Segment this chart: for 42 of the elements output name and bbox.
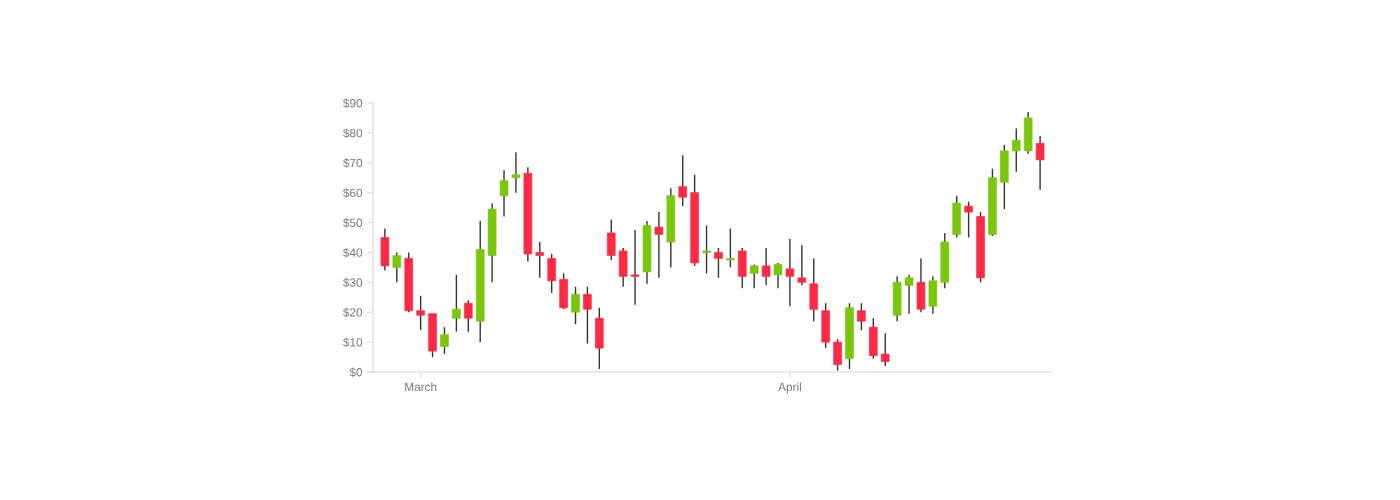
candlestick [797, 244, 807, 287]
y-tick-label: $60 [343, 188, 363, 198]
candlestick [761, 247, 771, 287]
y-tick-label: $40 [343, 247, 363, 258]
y-tick-label: $70 [343, 158, 363, 168]
candlestick [904, 274, 914, 315]
candlestick [535, 241, 545, 279]
y-tick-label: $50 [343, 218, 363, 228]
candlestick [499, 169, 509, 218]
y-tick-label: $80 [343, 128, 363, 138]
candlestick [571, 286, 580, 325]
candlestick [630, 229, 640, 306]
candlestick [606, 218, 616, 261]
candlestick [440, 326, 449, 355]
candlestick [392, 251, 402, 284]
x-tick-label: March [405, 382, 437, 392]
candlestick [452, 274, 461, 333]
x-tick-label: April [778, 382, 801, 394]
candlestick [749, 263, 759, 290]
candlestick [726, 227, 735, 269]
candlestick [678, 154, 687, 207]
candlestick [416, 295, 425, 331]
y-tick-label: $90 [343, 98, 363, 109]
candlestick [654, 211, 664, 279]
y-tick-label: $10 [343, 337, 363, 348]
candlestick [964, 200, 973, 239]
candlestick [1035, 135, 1045, 191]
candlestick [583, 286, 592, 345]
candlestick [464, 299, 473, 333]
candlestick [857, 302, 866, 331]
candlestick [702, 224, 711, 275]
y-tick-label: $20 [343, 307, 363, 318]
candlestick [1011, 127, 1021, 173]
candlestick [511, 151, 521, 194]
candlestick [833, 338, 842, 372]
candlestick [714, 247, 723, 279]
candlestick [785, 238, 795, 307]
y-tick-label: $30 [343, 277, 363, 288]
candlestick [773, 262, 783, 290]
y-tick-label: $0 [349, 367, 363, 378]
candlestick [547, 253, 556, 294]
candlestick [880, 332, 890, 367]
